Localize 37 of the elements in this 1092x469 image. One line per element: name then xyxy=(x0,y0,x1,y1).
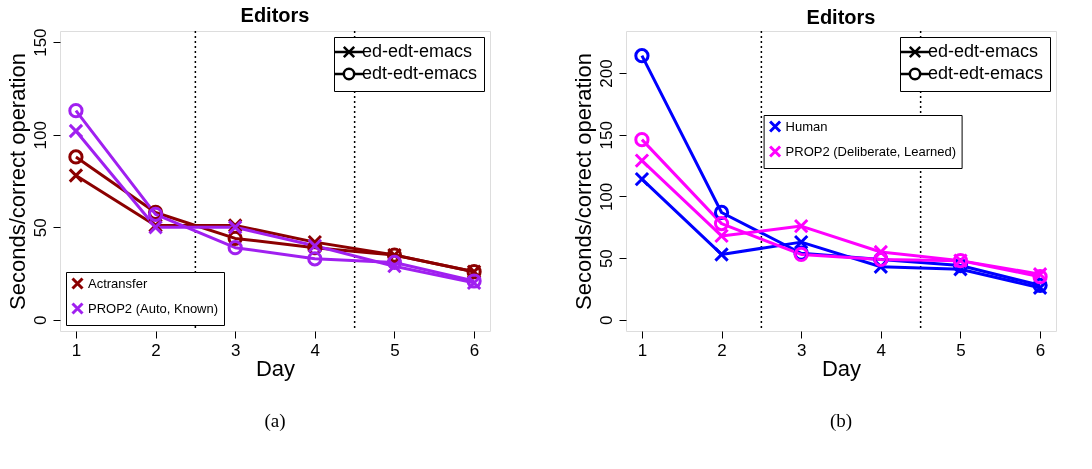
x-tick-label: 1 xyxy=(637,340,648,360)
x-tick-label: 4 xyxy=(310,340,321,360)
annotation: edt-edt-emacs xyxy=(362,63,478,83)
legend-label: Actransfer xyxy=(88,275,148,291)
x-tick-label: 6 xyxy=(469,340,480,360)
y-tick-label: 50 xyxy=(30,218,50,238)
x-tick-label: 2 xyxy=(151,340,161,360)
y-tick-label: 150 xyxy=(30,28,50,57)
x-tick-label: 3 xyxy=(796,340,807,360)
legend-label: PROP2 (Auto, Known) xyxy=(88,300,219,316)
y-tick-label: 0 xyxy=(596,315,616,326)
annotation: edt-edt-emacs xyxy=(928,63,1044,83)
x-tick-label: 5 xyxy=(390,340,400,360)
annotation: ed-edt-emacs xyxy=(928,41,1039,61)
y-tick-label: 200 xyxy=(596,59,616,88)
text: (b) xyxy=(829,410,853,432)
y-tick-label: 100 xyxy=(596,182,616,212)
y-axis-title: Seconds/correct operation xyxy=(4,53,30,310)
text: (a) xyxy=(264,410,286,432)
chart-title: Editors xyxy=(240,3,310,26)
y-axis-title: Seconds/correct operation xyxy=(570,53,596,310)
chart-title: Editors xyxy=(806,6,876,29)
x-tick-label: 4 xyxy=(876,340,887,360)
y-tick-label: 0 xyxy=(30,315,50,326)
x-axis-title: Day xyxy=(255,355,296,381)
y-tick-label: 100 xyxy=(30,121,50,150)
x-tick-label: 3 xyxy=(230,340,241,360)
x-tick-label: 1 xyxy=(71,340,82,360)
x-tick-label: 2 xyxy=(717,340,727,360)
legend-label: PROP2 (Deliberate, Learned) xyxy=(785,143,957,159)
y-tick-label: 50 xyxy=(596,249,616,269)
x-tick-label: 6 xyxy=(1035,340,1046,360)
x-tick-label: 5 xyxy=(956,340,966,360)
y-tick-label: 150 xyxy=(596,121,616,150)
x-axis-title: Day xyxy=(821,355,862,381)
annotation: ed-edt-emacs xyxy=(362,41,473,61)
legend-label: Human xyxy=(785,118,828,134)
